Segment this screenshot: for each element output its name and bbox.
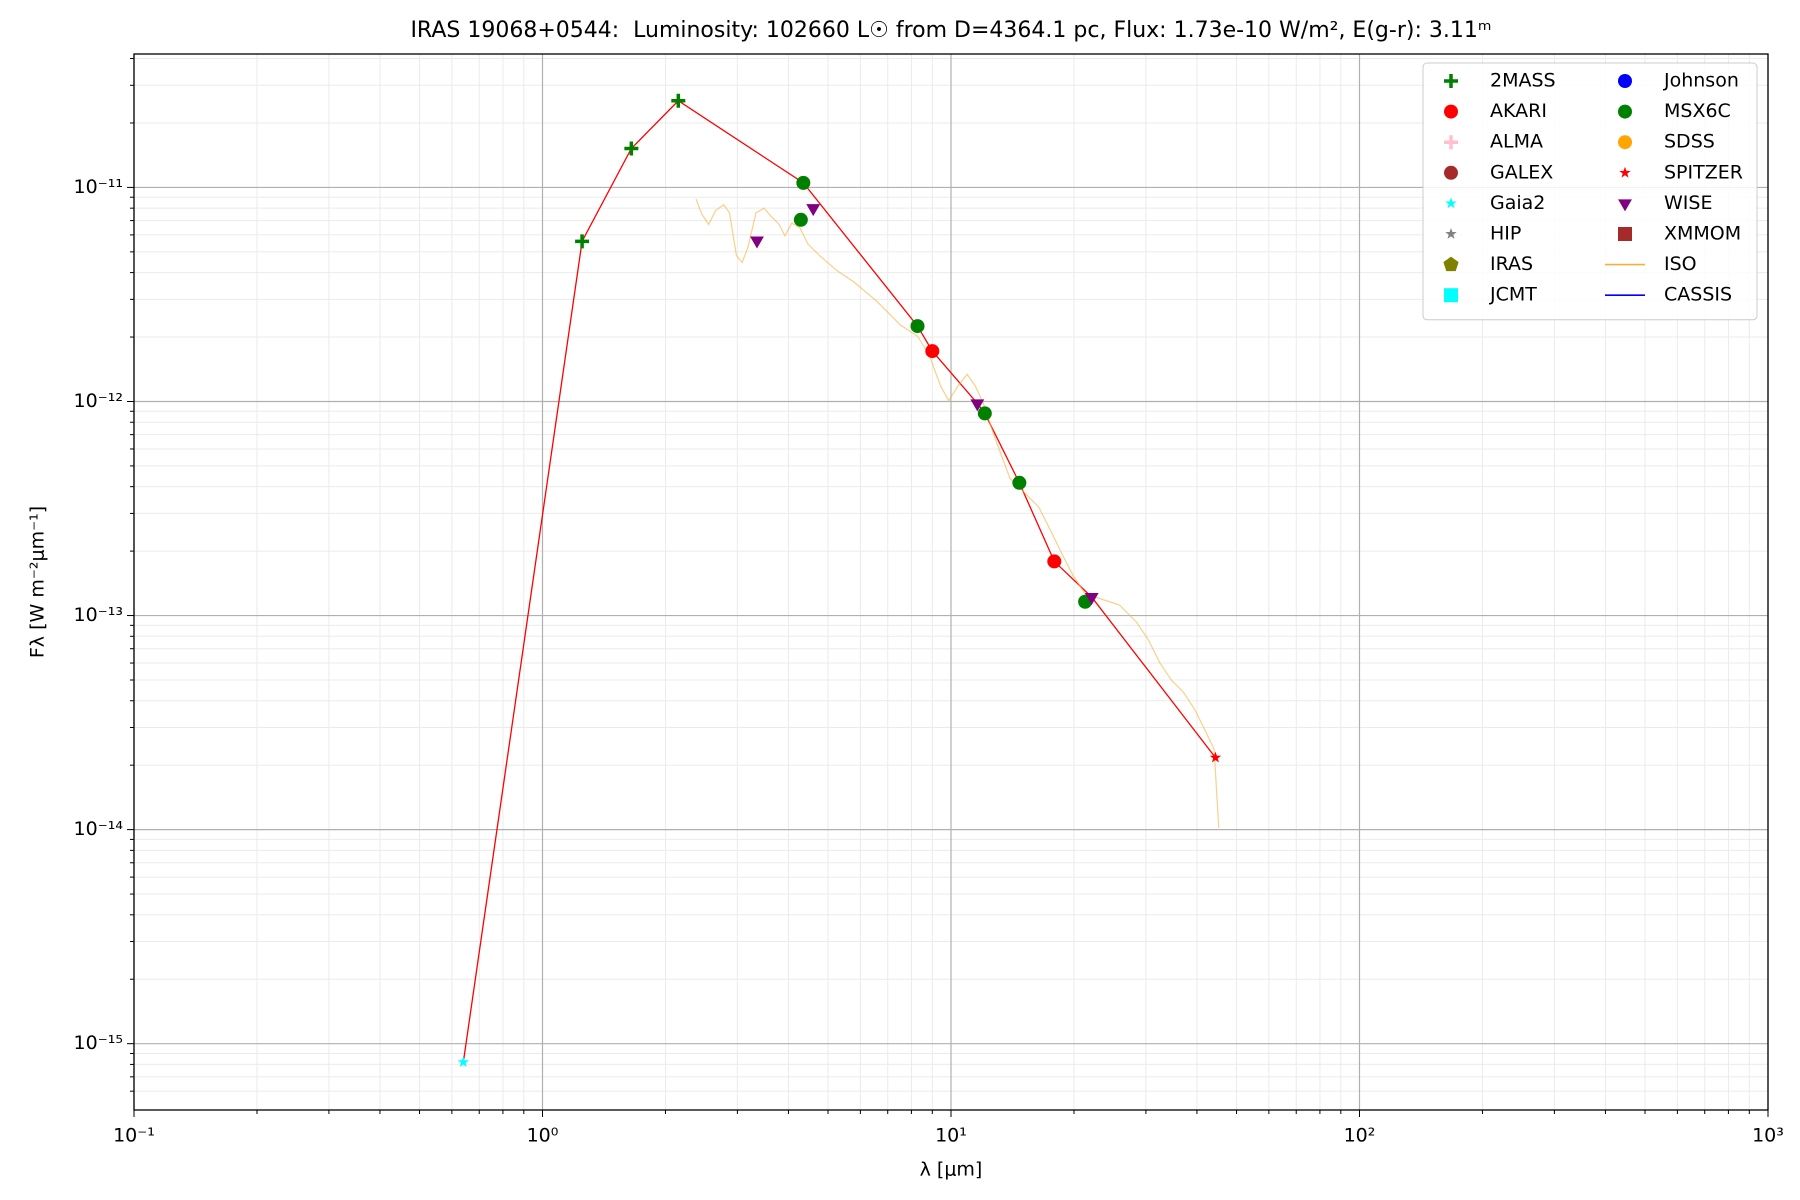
- legend-label: 2MASS: [1490, 70, 1556, 92]
- data-point: [806, 204, 821, 217]
- legend-label: MSX6C: [1664, 100, 1731, 122]
- data-point: [671, 93, 686, 108]
- plot-frame: [133, 53, 1769, 1111]
- x-tick-label: 10²: [1344, 1125, 1376, 1147]
- legend-label: JCMT: [1489, 284, 1537, 306]
- legend-marker: [1444, 74, 1458, 88]
- legend-label: Johnson: [1663, 70, 1739, 92]
- data-point: [977, 406, 992, 421]
- x-tick-label: 10³: [1752, 1125, 1784, 1147]
- data-point: [457, 1056, 470, 1067]
- legend-marker: [1618, 104, 1632, 119]
- legend-label: GALEX: [1490, 161, 1553, 183]
- data-point: [750, 236, 764, 249]
- legend-label: ALMA: [1490, 131, 1543, 153]
- legend-label: WISE: [1664, 192, 1712, 214]
- legend-label: ISO: [1664, 253, 1697, 275]
- legend-marker: [1619, 166, 1631, 178]
- legend-label: CASSIS: [1664, 284, 1732, 306]
- data-point: [624, 141, 639, 156]
- x-axis-label: λ [μm]: [920, 1159, 983, 1181]
- y-tick-label: 10⁻¹²: [74, 390, 123, 412]
- data-point: [1209, 751, 1222, 763]
- chart-title: IRAS 19068+0544: Luminosity: 102660 L☉ f…: [410, 18, 1491, 43]
- data-point: [575, 234, 590, 249]
- x-tick-label: 10⁰: [527, 1125, 559, 1147]
- legend-label: IRAS: [1490, 253, 1533, 275]
- y-axis-label: Fλ [W m⁻²μm⁻¹]: [27, 506, 49, 658]
- legend-box: [1422, 62, 1758, 321]
- legend-marker: [1443, 256, 1459, 272]
- y-tick-label: 10⁻¹⁴: [74, 818, 124, 840]
- data-point: [1047, 554, 1062, 569]
- data-point: [793, 212, 808, 227]
- x-tick-label: 10⁻¹: [113, 1125, 155, 1147]
- data-point: [796, 175, 811, 190]
- legend-marker: [1618, 227, 1632, 241]
- series-line: [695, 198, 1220, 828]
- legend-label: Gaia2: [1490, 192, 1545, 214]
- legend-label: SDSS: [1664, 131, 1715, 153]
- legend-marker: [1618, 199, 1632, 212]
- legend: 2MASS AKARI ALMA GALEX Gaia2 HIP IRAS JCMT Johns…: [1422, 62, 1758, 321]
- legend-marker: [1445, 228, 1457, 239]
- y-tick-label: 10⁻¹¹: [74, 176, 123, 198]
- data-point: [925, 344, 940, 359]
- legend-label: SPITZER: [1664, 161, 1743, 183]
- legend-marker: [1618, 74, 1632, 88]
- legend-marker: [1618, 135, 1632, 150]
- data-point: [1012, 475, 1027, 490]
- legend-marker: [1444, 288, 1458, 303]
- legend-label: XMMOM: [1664, 223, 1741, 245]
- legend-label: AKARI: [1490, 100, 1547, 122]
- legend-marker: [1445, 197, 1457, 209]
- legend-label: HIP: [1490, 223, 1521, 245]
- data-point: [910, 319, 925, 334]
- series-line: [462, 99, 1216, 1063]
- x-tick-label: 10¹: [935, 1125, 967, 1147]
- legend-marker: [1444, 135, 1458, 150]
- y-tick-label: 10⁻¹⁵: [74, 1032, 123, 1054]
- data-point: [970, 399, 985, 412]
- legend-marker: [1444, 104, 1458, 119]
- data-point: [1084, 593, 1099, 606]
- y-tick-label: 10⁻¹³: [74, 604, 123, 626]
- legend-marker: [1444, 165, 1458, 180]
